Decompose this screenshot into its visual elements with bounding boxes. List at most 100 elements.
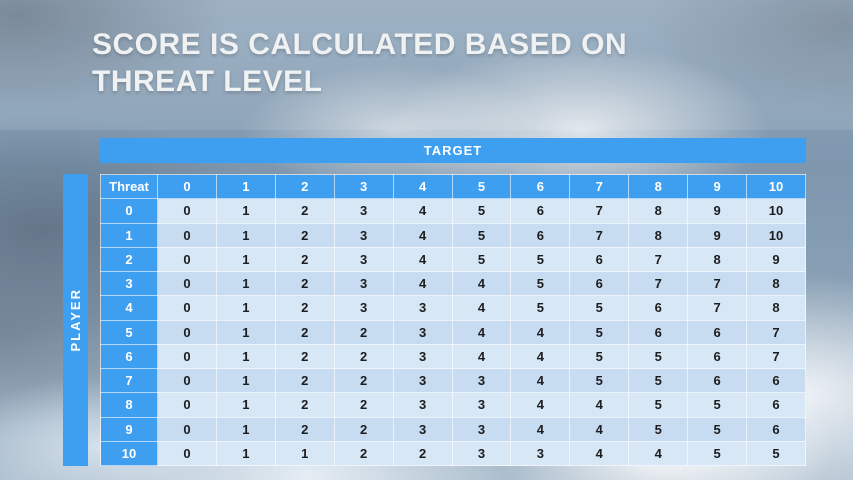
row-label-cell: 10 [100, 440, 158, 467]
score-cell: 10 [746, 198, 806, 224]
score-cell: 7 [746, 343, 806, 370]
score-cell: 0 [157, 198, 217, 224]
score-cell: 8 [628, 198, 689, 224]
score-cell: 6 [687, 319, 748, 345]
score-cell: 6 [569, 270, 630, 297]
score-cell: 4 [392, 270, 453, 297]
row-label-cell: 1 [100, 222, 158, 248]
score-cell: 5 [628, 367, 689, 394]
score-cell: 0 [157, 367, 217, 394]
score-cell: 3 [333, 295, 394, 321]
col-header-cell: 7 [569, 173, 630, 200]
title-line-1: SCORE IS CALCULATED BASED ON [92, 28, 628, 61]
score-cell: 2 [333, 319, 394, 345]
row-label-cell: 2 [100, 246, 158, 273]
table-header-row: Threat 0 1 2 3 4 5 6 7 8 9 10 [100, 173, 806, 200]
score-cell: 2 [333, 440, 394, 467]
score-cell: 4 [510, 416, 571, 442]
score-cell: 1 [215, 295, 276, 321]
score-cell: 4 [392, 222, 453, 248]
score-cell: 1 [215, 440, 276, 467]
score-cell: 8 [746, 270, 806, 297]
score-cell: 7 [687, 270, 748, 297]
score-cell: 5 [628, 343, 689, 370]
score-cell: 3 [333, 198, 394, 224]
target-label: TARGET [423, 143, 483, 158]
score-cell: 1 [215, 343, 276, 370]
row-label-cell: 9 [100, 416, 158, 442]
row-label-cell: 7 [100, 367, 158, 394]
score-cell: 1 [215, 198, 276, 224]
score-cell: 4 [569, 440, 630, 467]
score-cell: 1 [215, 319, 276, 345]
col-header-cell: 10 [746, 173, 806, 200]
score-cell: 4 [451, 343, 512, 370]
score-cell: 5 [510, 270, 571, 297]
score-cell: 4 [451, 295, 512, 321]
score-cell: 0 [157, 246, 217, 273]
score-cell: 4 [510, 367, 571, 394]
score-cell: 0 [157, 416, 217, 442]
score-cell: 7 [569, 222, 630, 248]
score-cell: 3 [451, 367, 512, 394]
title-line-2: THREAT LEVEL [92, 65, 323, 98]
score-cell: 3 [392, 343, 453, 370]
score-cell: 3 [392, 416, 453, 442]
score-cell: 3 [333, 270, 394, 297]
score-cell: 5 [687, 416, 748, 442]
score-cell: 5 [628, 392, 689, 418]
score-cell: 2 [274, 319, 335, 345]
score-cell: 6 [510, 198, 571, 224]
score-cell: 3 [392, 367, 453, 394]
score-cell: 6 [687, 343, 748, 370]
score-cell: 1 [215, 367, 276, 394]
col-header-cell: 2 [274, 173, 335, 200]
score-cell: 5 [746, 440, 806, 467]
score-cell: 1 [215, 416, 276, 442]
score-cell: 2 [274, 416, 335, 442]
score-cell: 3 [333, 222, 394, 248]
score-cell: 3 [392, 392, 453, 418]
score-cell: 2 [274, 246, 335, 273]
score-cell: 0 [157, 392, 217, 418]
score-cell: 3 [451, 440, 512, 467]
col-header-cell: 0 [157, 173, 217, 200]
score-cell: 6 [746, 416, 806, 442]
col-header-cell: 8 [628, 173, 689, 200]
score-cell: 8 [628, 222, 689, 248]
score-cell: 3 [510, 440, 571, 467]
score-cell: 2 [333, 343, 394, 370]
score-cell: 2 [333, 416, 394, 442]
score-cell: 1 [274, 440, 335, 467]
score-cell: 9 [746, 246, 806, 273]
score-cell: 5 [510, 295, 571, 321]
row-label-cell: 8 [100, 392, 158, 418]
col-header-cell: 9 [687, 173, 748, 200]
score-cell: 5 [451, 198, 512, 224]
score-cell: 4 [628, 440, 689, 467]
score-cell: 2 [274, 343, 335, 370]
score-cell: 2 [274, 198, 335, 224]
slide-title: SCORE IS CALCULATED BASED ON THREAT LEVE… [92, 26, 627, 100]
score-cell: 4 [510, 343, 571, 370]
player-sidebar: PLAYER [63, 174, 88, 466]
target-header-bar: TARGET [100, 138, 806, 163]
score-cell: 0 [157, 440, 217, 467]
score-cell: 0 [157, 222, 217, 248]
score-cell: 2 [392, 440, 453, 467]
score-cell: 5 [569, 295, 630, 321]
score-cell: 8 [746, 295, 806, 321]
col-header-cell: 1 [215, 173, 276, 200]
table-row: 10 0 1 1 2 2 3 3 4 4 5 5 [100, 440, 806, 467]
row-label-cell: 6 [100, 343, 158, 370]
score-cell: 9 [687, 222, 748, 248]
score-cell: 3 [392, 295, 453, 321]
